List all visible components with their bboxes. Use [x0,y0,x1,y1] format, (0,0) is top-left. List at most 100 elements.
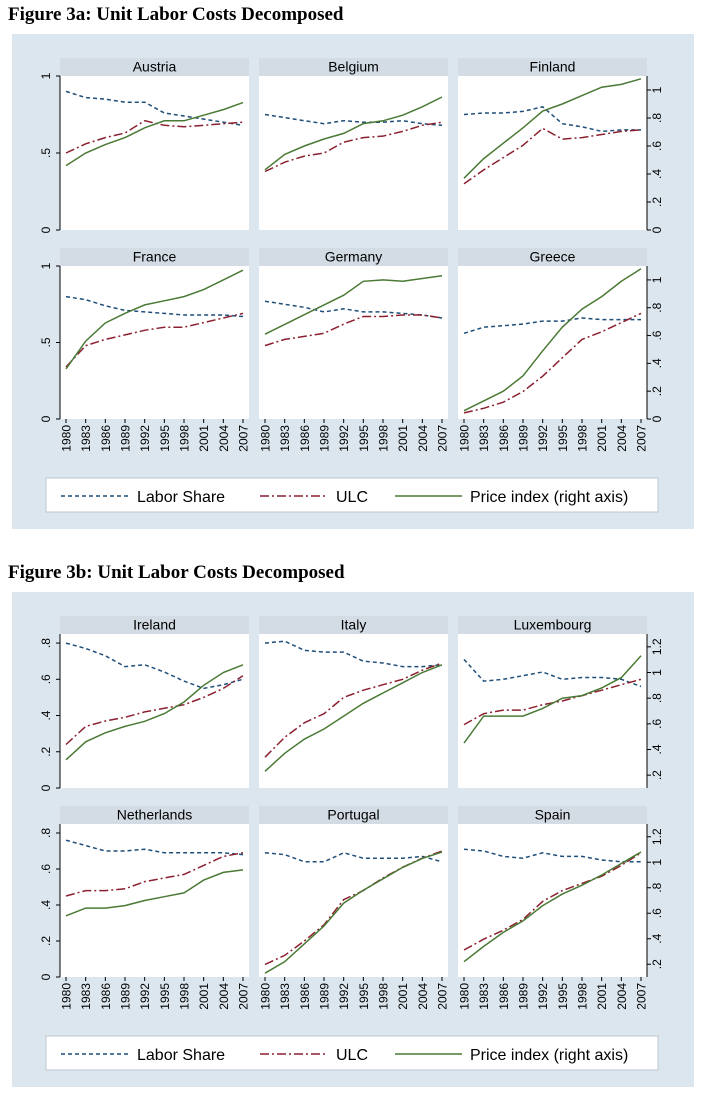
x-tick-label: 1998 [178,425,192,452]
x-tick-label: 2007 [237,983,251,1010]
panel-title: Ireland [133,617,176,633]
left-axis-tick-label: .5 [39,148,53,158]
left-axis-tick-label: .6 [39,864,53,874]
x-tick-label: 1980 [259,983,273,1010]
right-axis-tick-label: .6 [650,141,664,151]
right-axis-tick-label: .8 [650,882,664,892]
plot-area [259,634,448,788]
series-labor-share-line [463,317,641,335]
left-axis-tick-label: .8 [39,638,53,648]
x-tick-label: 2004 [416,425,430,452]
figure-3b-title: Figure 3b: Unit Labor Costs Decomposed [8,562,345,583]
panel-title: Belgium [328,59,379,75]
x-tick-label: 1989 [119,425,133,452]
series-labor-share-line [463,848,641,863]
panel-strip [458,806,647,824]
plot-area [259,266,448,419]
right-axis-tick-label: .6 [650,330,664,340]
plot-area [259,824,448,977]
series-labor-share-line [65,642,244,690]
x-tick-label: 1983 [278,425,292,452]
panel-austria: Austria [60,58,249,230]
panel-title: Spain [535,807,571,823]
right-axis-tick-label: 0 [650,226,664,233]
right-axis-tick-label: 1.2 [650,638,664,655]
x-tick-label: 1980 [458,425,472,452]
series-price-line [264,851,443,974]
legend-label-ulc: ULC [336,489,368,506]
x-tick-label: 1986 [298,425,312,452]
left-axis-tick-label: .4 [39,710,53,720]
left-axis-tick-label: 0 [39,415,53,422]
right-axis-tick-label: .4 [650,744,664,754]
x-tick-label: 2004 [217,425,231,452]
x-tick-label: 1983 [477,425,491,452]
x-tick-label: 1986 [99,983,113,1010]
x-tick-label: 1989 [318,983,332,1010]
panel-strip [458,58,647,76]
plot-area [60,824,249,977]
left-axis-tick-label: 1 [39,262,53,269]
series-price-line [65,269,244,370]
panel-finland: Finland [458,58,647,230]
legend-label-price: Price index (right axis) [470,1047,628,1064]
figure-3a-title: Figure 3a: Unit Labor Costs Decomposed [8,4,344,25]
x-tick-label: 1989 [318,425,332,452]
series-ulc-line [463,312,642,414]
panel-strip [60,616,249,634]
series-labor-share-line [463,105,641,133]
series-price-line [65,664,244,761]
x-tick-label: 2007 [436,425,450,452]
series-ulc-line [65,119,244,154]
panel-title: Netherlands [117,807,193,823]
panel-strip [259,616,448,634]
x-tick-label: 1986 [497,983,511,1010]
plot-area [458,76,647,230]
legend-box [45,1035,659,1071]
series-ulc-line [65,675,244,746]
panel-germany: Germany 1980 1983 1986 1989 1992 1995 1998 2001 2… [259,248,450,452]
x-tick-label: 2004 [615,983,629,1010]
series-labor-share-line [65,295,244,318]
series-price-line [463,851,642,963]
panel-strip [458,616,647,634]
series-price-line [65,101,244,167]
x-tick-label: 2007 [635,983,649,1010]
x-tick-label: 1998 [377,983,391,1010]
series-labor-share-line [264,852,443,863]
plot-area [60,266,249,419]
x-tick-label: 1995 [158,983,172,1010]
x-tick-label: 2001 [396,983,410,1010]
series-price-line [65,869,244,917]
x-tick-label: 2007 [635,425,649,452]
x-tick-label: 2004 [615,425,629,452]
x-tick-label: 1995 [556,425,570,452]
x-tick-label: 2007 [237,425,251,452]
left-axis-tick-label: .4 [39,900,53,910]
left-axis-tick-label: 0 [39,973,53,980]
panel-italy: Italy [259,616,448,788]
right-axis-tick-label: 1 [650,859,664,866]
right-axis-tick-label: 1 [650,669,664,676]
x-tick-label: 1992 [337,425,351,452]
series-labor-share-line [264,640,443,668]
left-axis-tick-label: .6 [39,674,53,684]
x-tick-label: 2001 [197,983,211,1010]
series-labor-share-line [65,90,244,127]
plot-area [60,76,249,230]
right-axis-tick-label: .8 [650,113,664,123]
series-ulc-line [264,314,443,347]
x-tick-label: 1986 [298,983,312,1010]
x-tick-label: 1995 [357,425,371,452]
x-tick-label: 2001 [197,425,211,452]
series-ulc-line [264,121,443,173]
plot-area [458,266,647,419]
panel-strip [259,806,448,824]
panel-title: Finland [530,59,576,75]
panel-strip [60,248,249,266]
legend-label-labor-share: Labor Share [137,489,225,506]
plot-area [458,634,647,788]
right-axis-tick-label: .2 [650,386,664,396]
series-ulc-line [65,852,244,897]
panel-title: Italy [341,617,367,633]
